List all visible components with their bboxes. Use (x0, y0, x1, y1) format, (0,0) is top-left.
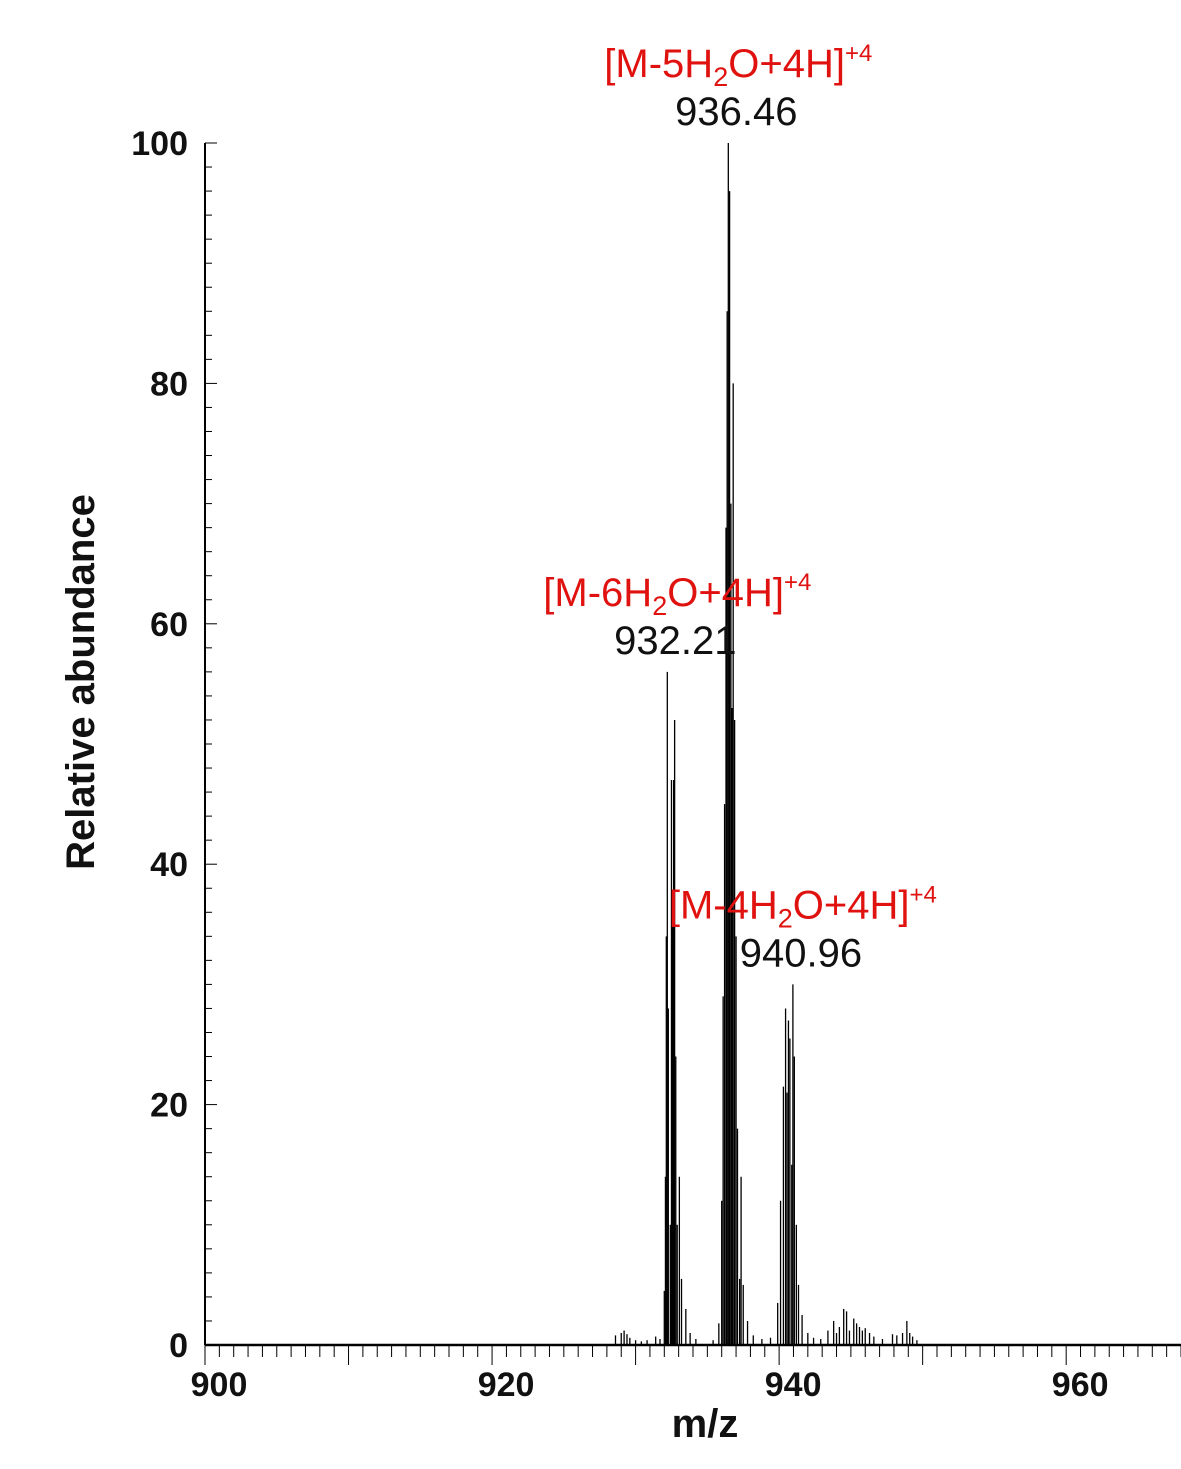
ion-formula-rest: O+4H] (728, 42, 845, 86)
ion-formula-label: [M-4H2O+4H]+4 (669, 881, 937, 933)
x-axis-title: m/z (672, 1402, 739, 1446)
y-tick-label: 80 (150, 365, 188, 403)
y-tick-labels: 0 20 40 60 80 100 (131, 125, 188, 1365)
y-tick-label: 60 (150, 606, 188, 644)
peak-annotation: 940.96[M-4H2O+4H]+4 (669, 881, 937, 975)
ion-formula-subscript: 2 (713, 62, 728, 92)
ion-formula-subscript: 2 (778, 903, 793, 933)
ion-charge-superscript: +4 (784, 569, 811, 596)
ion-charge-superscript: +4 (910, 881, 937, 908)
ion-charge-superscript: +4 (845, 40, 872, 67)
x-tick-labels: 900 920 940 960 (191, 1366, 1109, 1404)
y-tick-label: 20 (150, 1087, 188, 1125)
x-tick-label: 940 (765, 1366, 822, 1404)
x-tick-label: 920 (478, 1366, 535, 1404)
peak-annotations: 932.21[M-6H2O+4H]+4936.46[M-5H2O+4H]+494… (543, 40, 937, 975)
peak-mz-label: 936.46 (675, 90, 797, 134)
peak-mz-label: 932.21 (614, 619, 736, 663)
peak-annotation: 936.46[M-5H2O+4H]+4 (604, 40, 872, 134)
ion-formula-rest: O+4H] (667, 571, 784, 615)
ion-formula-main: [M-4H (669, 883, 778, 927)
spectrum-sticks (614, 143, 918, 1345)
minor-ticks (204, 142, 1181, 1365)
peak-annotation: 932.21[M-6H2O+4H]+4 (543, 569, 811, 663)
ion-formula-label: [M-5H2O+4H]+4 (604, 40, 872, 92)
ion-formula-main: [M-5H (604, 42, 713, 86)
y-axis-title: Relative abundance (59, 494, 103, 870)
ion-formula-label: [M-6H2O+4H]+4 (543, 569, 811, 621)
x-tick-label: 900 (191, 1366, 248, 1404)
ion-formula-rest: O+4H] (793, 883, 910, 927)
y-tick-label: 0 (169, 1327, 188, 1365)
x-tick-label: 960 (1052, 1366, 1109, 1404)
peak-mz-label: 940.96 (740, 931, 862, 975)
y-tick-label: 40 (150, 846, 188, 884)
ion-formula-subscript: 2 (652, 591, 667, 621)
ion-formula-main: [M-6H (543, 571, 652, 615)
y-tick-label: 100 (131, 125, 188, 163)
